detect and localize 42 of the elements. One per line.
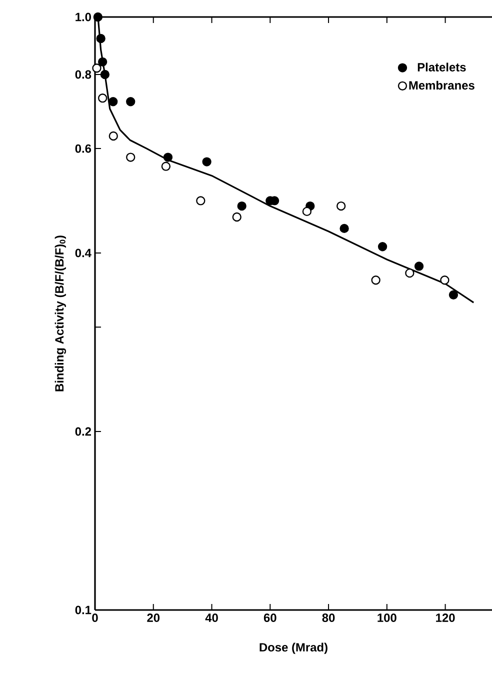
legend-label: Platelets [418, 62, 466, 72]
y-tick-label: 0.1 [75, 606, 92, 614]
point [92, 64, 102, 73]
y-axis-title: Binding Activity (B/F/(B/F)$_{0}$) [54, 236, 66, 392]
x-tick-label: 120 [436, 614, 455, 622]
point [371, 276, 380, 285]
x-tick-label: 0 [92, 614, 98, 622]
y-tick-label: 0.8 [75, 70, 92, 79]
point [378, 242, 388, 252]
y-tick-label: 1.0 [76, 12, 91, 22]
x-tick-label: 60 [264, 614, 276, 622]
point [237, 201, 246, 211]
x-tick-label: 40 [205, 614, 218, 622]
point [96, 34, 106, 44]
point [98, 94, 108, 103]
point [126, 97, 136, 106]
point [108, 97, 118, 106]
point [126, 152, 136, 162]
x-tick-label: 20 [147, 614, 160, 622]
point [98, 57, 108, 66]
point [196, 196, 206, 206]
x-tick-label: 100 [378, 614, 396, 622]
point [448, 290, 458, 300]
point [414, 262, 424, 271]
point [161, 162, 171, 171]
y-tick-label: 0.4 [75, 248, 92, 258]
point [440, 276, 450, 285]
point [100, 70, 110, 80]
x-axis-title: Dose (Mrad) [260, 642, 328, 654]
point [108, 131, 118, 141]
point [340, 224, 349, 234]
point [93, 12, 103, 22]
point [232, 212, 242, 222]
x-tick-label: 80 [322, 614, 335, 622]
y-tick-label: 0.2 [75, 427, 92, 436]
point [405, 268, 414, 278]
point [336, 201, 346, 211]
y-tick-label: 0.6 [75, 144, 92, 153]
point [302, 206, 312, 216]
legend-label: Membranes [409, 80, 474, 90]
point [163, 152, 173, 162]
point [202, 157, 212, 166]
